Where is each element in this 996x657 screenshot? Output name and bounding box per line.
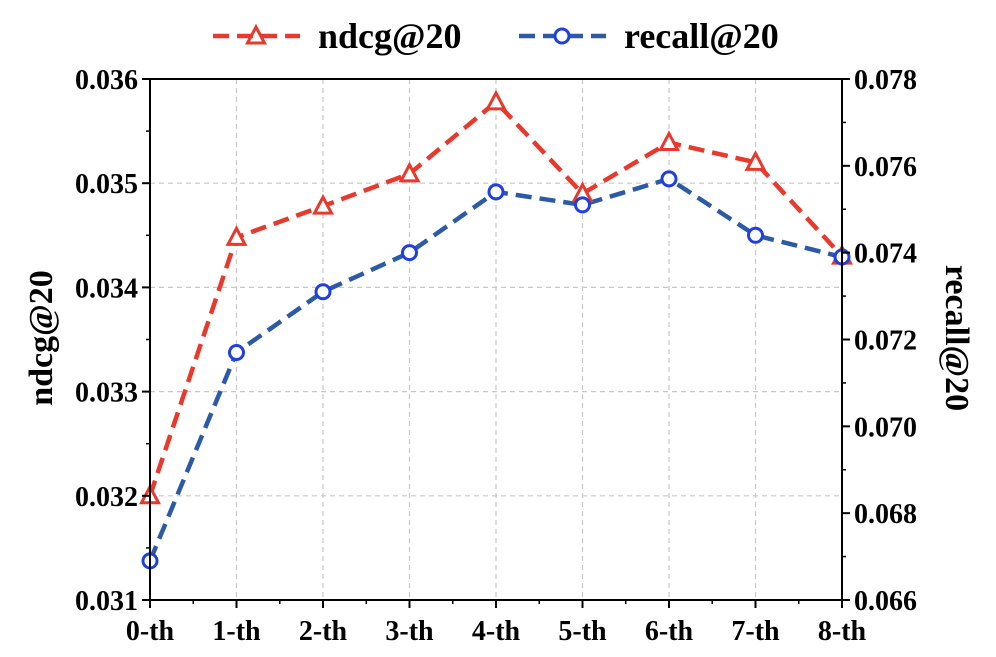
recall-point-marker xyxy=(747,226,764,244)
left-y-tick-label: 0.032 xyxy=(75,482,138,513)
left-axis-title: ndcg@20 xyxy=(23,270,60,406)
right-axis-title: recall@20 xyxy=(938,265,975,411)
legend-item-recall: recall@20 xyxy=(519,16,779,56)
left-y-tick-label: 0.033 xyxy=(75,378,138,409)
grid-lines xyxy=(150,79,842,600)
x-tick-label: 4-th xyxy=(472,616,521,647)
x-tick-label: 0-th xyxy=(126,616,175,647)
x-axis-ticks: 0-th 1-th 2-th 3-th 4-th 5-th 6-th 7-th 8-th xyxy=(126,600,867,647)
recall-point-marker xyxy=(401,244,418,262)
left-y-tick-label: 0.036 xyxy=(75,65,138,96)
legend-item-ndcg: ndcg@20 xyxy=(213,16,462,56)
right-y-tick-label: 0.070 xyxy=(854,412,917,443)
left-y-tick-label: 0.031 xyxy=(75,586,138,617)
x-tick-label: 7-th xyxy=(731,616,780,647)
left-y-tick-label: 0.034 xyxy=(75,273,138,304)
series-line-0 xyxy=(147,99,844,497)
ndcg-point-marker xyxy=(312,193,334,215)
right-y-tick-label: 0.066 xyxy=(854,586,917,617)
x-tick-label: 3-th xyxy=(385,616,434,647)
legend-ndcg-triangle-icon xyxy=(245,23,267,45)
legend-recall-label: recall@20 xyxy=(624,16,779,56)
ndcg-point-marker xyxy=(485,89,507,111)
x-tick-label: 2-th xyxy=(299,616,348,647)
ndcg-point-marker xyxy=(398,161,421,183)
left-y-axis-ticks: 0.031 0.032 0.033 0.034 0.035 0.036 xyxy=(75,65,150,617)
x-tick-label: 5-th xyxy=(558,616,607,647)
right-y-tick-label: 0.074 xyxy=(854,239,917,270)
ndcg-point-marker xyxy=(658,130,680,152)
ndcg-point-marker xyxy=(225,225,248,246)
right-y-tick-label: 0.072 xyxy=(854,326,917,357)
recall-point-marker xyxy=(660,170,678,188)
right-y-axis-ticks: 0.066 0.068 0.070 0.072 0.074 0.076 0.078 xyxy=(842,65,917,617)
x-tick-label: 8-th xyxy=(818,616,867,647)
left-y-tick-label: 0.035 xyxy=(75,169,138,200)
recall-point-marker xyxy=(574,196,591,214)
right-y-tick-label: 0.078 xyxy=(854,65,917,96)
legend-recall-circle-icon xyxy=(553,27,571,45)
recall-point-marker xyxy=(487,183,505,201)
recall-point-marker xyxy=(228,344,245,362)
ndcg-point-marker xyxy=(744,150,767,171)
legend-ndcg-label: ndcg@20 xyxy=(318,16,462,56)
x-tick-label: 6-th xyxy=(645,616,694,647)
legend: ndcg@20 recall@20 xyxy=(213,16,779,56)
right-y-tick-label: 0.076 xyxy=(854,152,917,183)
right-y-tick-label: 0.068 xyxy=(854,499,917,530)
recall-point-marker xyxy=(314,283,332,301)
x-tick-label: 1-th xyxy=(212,616,261,647)
